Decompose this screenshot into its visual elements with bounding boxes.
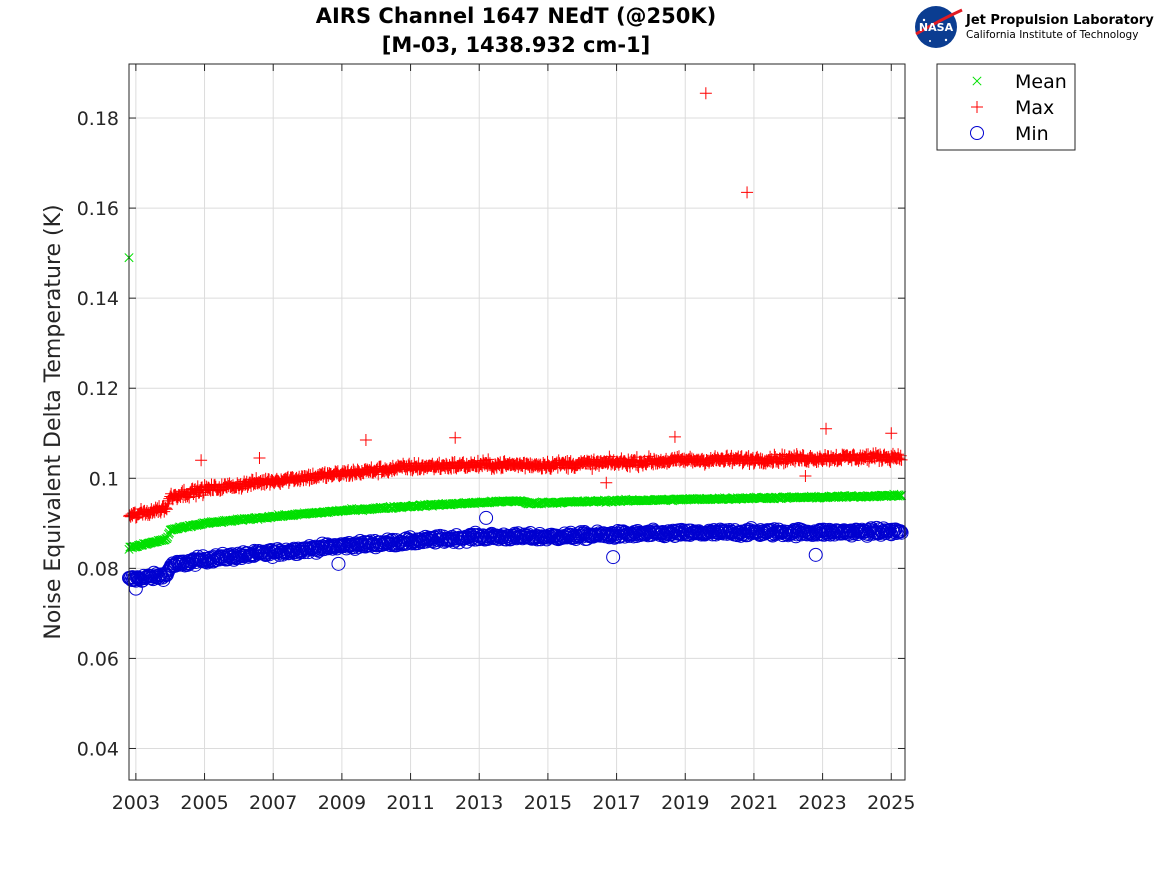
outlier-min — [331, 556, 346, 571]
legend-label: Max — [1015, 97, 1054, 119]
y-tick-label: 0.08 — [77, 558, 119, 580]
y-tick-label: 0.12 — [77, 378, 119, 400]
nasa-star — [929, 40, 931, 42]
data-point-max — [624, 460, 637, 473]
nasa-emblem-text: NASA — [919, 21, 954, 34]
logo-subtitle: California Institute of Technology — [966, 29, 1138, 41]
data-point-mean — [896, 491, 906, 501]
data-point-max — [214, 484, 227, 497]
outlier-max — [449, 431, 462, 444]
data-point-max — [161, 497, 174, 510]
data-point-min — [464, 528, 479, 543]
legend-item-max: Max — [971, 97, 1054, 119]
jpl-logo: NASA Jet Propulsion Laboratory Californi… — [915, 6, 1154, 48]
outlier-max — [600, 476, 613, 489]
outlier-max — [668, 430, 681, 443]
nasa-star — [922, 18, 926, 22]
legend-marker — [972, 76, 982, 86]
y-tick-label: 0.16 — [77, 198, 119, 220]
x-tick-label: 2005 — [180, 792, 228, 814]
chart-subtitle: [M-03, 1438.932 cm-1] — [382, 33, 651, 57]
outlier-max — [699, 87, 712, 100]
outlier-max — [885, 427, 898, 440]
nasa-vector-swoosh — [915, 8, 963, 36]
legend-marker — [970, 126, 984, 140]
legend-item-mean: Mean — [972, 71, 1067, 93]
outlier-max — [359, 434, 372, 447]
y-tick-label: 0.14 — [77, 288, 119, 310]
y-tick-label: 0.1 — [89, 468, 119, 490]
data-point-mean — [770, 492, 780, 502]
data-point-min — [894, 525, 909, 540]
outlier-max — [741, 186, 754, 199]
data-point-max — [642, 450, 655, 463]
data-point-min — [566, 530, 581, 545]
x-tick-label: 2021 — [730, 792, 778, 814]
data-point-max — [160, 503, 173, 516]
outlier-min — [479, 510, 494, 525]
nasa-star — [944, 38, 948, 42]
outlier-max — [253, 452, 266, 465]
legend-marker — [971, 101, 983, 113]
x-tick-label: 2019 — [661, 792, 709, 814]
x-tick-label: 2013 — [455, 792, 503, 814]
outlier-max — [195, 454, 208, 467]
data-point-mean — [897, 491, 907, 501]
y-tick-label: 0.04 — [77, 738, 119, 760]
y-tick-label: 0.18 — [77, 108, 119, 130]
series-min — [122, 510, 909, 596]
x-tick-label: 2007 — [249, 792, 297, 814]
data-point-min — [893, 524, 908, 539]
x-tick-label: 2015 — [524, 792, 572, 814]
data-point-max — [895, 453, 908, 466]
x-tick-label: 2023 — [798, 792, 846, 814]
x-tick-label: 2025 — [867, 792, 915, 814]
outlier-min — [808, 547, 823, 562]
x-tick-label: 2017 — [592, 792, 640, 814]
legend-item-min: Min — [970, 123, 1049, 145]
plot-frame — [128, 63, 906, 781]
chart-title: AIRS Channel 1647 NEdT (@250K) — [316, 4, 717, 28]
outlier-max — [820, 422, 833, 435]
legend-label: Min — [1015, 123, 1049, 145]
legend: Mean Max Min — [936, 63, 1076, 151]
series-max — [123, 87, 908, 524]
series-mean — [124, 253, 907, 554]
x-tick-label: 2003 — [112, 792, 160, 814]
y-tick-label: 0.06 — [77, 648, 119, 670]
grid — [129, 64, 905, 780]
plot-area — [129, 64, 905, 780]
legend-label: Mean — [1015, 71, 1067, 93]
y-axis-label: Noise Equivalent Delta Temperature (K) — [41, 204, 66, 639]
logo-title: Jet Propulsion Laboratory — [965, 13, 1154, 28]
outlier-max — [799, 470, 812, 483]
x-tick-label: 2011 — [386, 792, 434, 814]
outlier-min — [606, 550, 621, 565]
data-point-max — [759, 457, 772, 470]
axis-ticks: 2003 2005 2007 2009 2011 2013 2015 2017 2019 2021… — [77, 64, 915, 814]
data-point-mean — [133, 540, 144, 551]
data-point-min — [656, 528, 671, 543]
data-point-max — [892, 452, 905, 465]
x-tick-label: 2009 — [318, 792, 366, 814]
data-points — [122, 87, 909, 596]
legend-box — [936, 63, 1076, 151]
